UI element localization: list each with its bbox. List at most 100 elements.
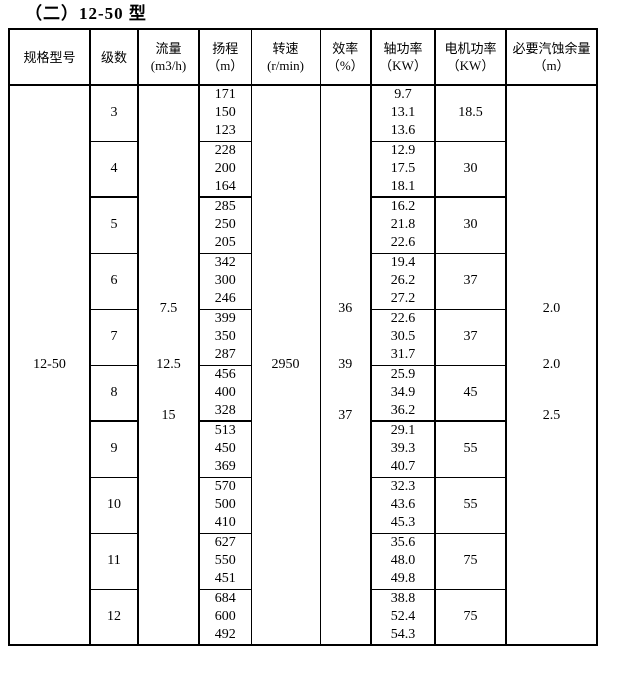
- npsh-value-stack: 2.0 2.0 2.5: [507, 86, 596, 644]
- page-title: （二）12-50 型: [25, 4, 147, 23]
- shaft-power-value: 9.7: [394, 87, 412, 103]
- shaft-power-value: 12.9: [390, 142, 416, 158]
- shaft-power-cell: 12.9 17.5 18.1: [370, 140, 436, 198]
- model-value: 12-50: [33, 357, 66, 372]
- shaft-power-value: 22.6: [390, 311, 416, 326]
- motor-power-cell: 37: [434, 252, 507, 310]
- head-value: 228: [214, 142, 236, 158]
- table-row: 12 684 600 492 38.8 52.4 54.3 75: [9, 588, 597, 646]
- head-value: 171: [214, 87, 236, 103]
- head-cell: 513 450 369: [198, 420, 252, 478]
- col-header-label: 级数: [100, 49, 127, 65]
- npsh-cell: 2.0 2.0 2.5: [505, 84, 598, 646]
- col-header-shaft-power: 轴功率 （KW）: [370, 28, 436, 86]
- head-value: 570: [214, 479, 236, 494]
- head-cell: 684 600 492: [198, 588, 252, 646]
- head-value: 627: [214, 535, 236, 550]
- head-value: 350: [214, 329, 236, 344]
- shaft-power-value: 36.2: [390, 402, 416, 418]
- shaft-power-value: 19.4: [390, 255, 416, 270]
- head-value: 492: [214, 626, 236, 642]
- shaft-power-cell: 16.2 21.8 22.6: [370, 196, 436, 254]
- model-cell: 12-50: [8, 84, 91, 646]
- head-value: 287: [214, 347, 236, 362]
- stage-cell: 11: [89, 532, 139, 590]
- head-value: 550: [214, 553, 236, 568]
- shaft-power-value: 16.2: [390, 199, 416, 215]
- shaft-power-value: 29.1: [390, 423, 416, 439]
- head-cell: 171 150 123: [198, 84, 252, 142]
- col-header-motor-power: 电机功率 （KW）: [434, 28, 507, 86]
- stage-cell: 6: [89, 252, 139, 310]
- head-cell: 285 250 205: [198, 196, 252, 254]
- motor-power-cell: 18.5: [434, 84, 507, 142]
- head-cell: 570 500 410: [198, 476, 252, 534]
- table-row: 7 399 350 287 22.6 30.5 31.7 37: [9, 308, 597, 366]
- shaft-power-value: 13.6: [390, 123, 416, 139]
- motor-power-cell: 55: [434, 420, 507, 478]
- shaft-power-value: 27.2: [390, 291, 416, 306]
- col-header-speed: 转速 (r/min): [250, 28, 321, 86]
- head-value: 250: [214, 217, 236, 233]
- head-cell: 627 550 451: [198, 532, 252, 590]
- efficiency-cell: 36 39 37: [319, 84, 372, 646]
- shaft-power-value: 45.3: [390, 515, 416, 530]
- npsh-value: 2.0: [542, 357, 561, 372]
- npsh-value: 2.5: [542, 408, 561, 424]
- speed-value-stack: 2950: [252, 86, 319, 644]
- flow-value: 7.5: [159, 301, 178, 317]
- head-value: 450: [214, 441, 236, 457]
- head-value: 246: [214, 291, 236, 306]
- head-value: 400: [214, 384, 236, 400]
- efficiency-value-stack: 36 39 37: [321, 86, 370, 644]
- shaft-power-value: 48.0: [390, 553, 416, 568]
- table-row: 5 285 250 205 16.2 21.8 22.6 30: [9, 196, 597, 254]
- npsh-value: 2.0: [542, 301, 561, 317]
- speed-value: 2950: [271, 357, 300, 372]
- col-header-sub: (r/min): [267, 58, 304, 73]
- shaft-power-value: 40.7: [390, 459, 416, 475]
- head-value: 684: [214, 590, 236, 606]
- motor-power-cell: 30: [434, 196, 507, 254]
- flow-value-stack: 7.5 12.5 15: [139, 86, 198, 644]
- table-body: 12-50 3 7.5 12.5 15 171 150 123 2950 36 39 37 9.7 13.…: [8, 84, 598, 646]
- col-header-model: 规格型号: [8, 28, 91, 86]
- shaft-power-value: 18.1: [390, 178, 416, 194]
- col-header-sub: （m）: [533, 58, 570, 73]
- shaft-power-value: 34.9: [390, 384, 416, 400]
- shaft-power-value: 21.8: [390, 217, 416, 233]
- head-value: 123: [214, 123, 236, 139]
- head-value: 399: [214, 311, 236, 326]
- shaft-power-value: 54.3: [390, 626, 416, 642]
- motor-power-cell: 55: [434, 476, 507, 534]
- header-row: 规格型号 级数 流量 (m3/h) 扬程 （m） 转速 (r/min) 效率 （: [8, 28, 598, 86]
- shaft-power-value: 26.2: [390, 273, 416, 288]
- head-value: 456: [214, 366, 236, 382]
- col-header-sub: （m）: [207, 58, 244, 73]
- table-row: 8 456 400 328 25.9 34.9 36.2 45: [9, 364, 597, 422]
- shaft-power-cell: 9.7 13.1 13.6: [370, 84, 436, 142]
- model-value-stack: 12-50: [10, 86, 89, 644]
- shaft-power-cell: 38.8 52.4 54.3: [370, 588, 436, 646]
- shaft-power-value: 17.5: [390, 160, 416, 176]
- stage-cell: 10: [89, 476, 139, 534]
- head-value: 150: [214, 105, 236, 121]
- shaft-power-cell: 29.1 39.3 40.7: [370, 420, 436, 478]
- col-header-head: 扬程 （m）: [198, 28, 252, 86]
- shaft-power-value: 31.7: [390, 347, 416, 362]
- shaft-power-value: 39.3: [390, 441, 416, 457]
- table-row: 10 570 500 410 32.3 43.6 45.3 55: [9, 476, 597, 534]
- shaft-power-value: 22.6: [390, 235, 416, 251]
- shaft-power-value: 49.8: [390, 571, 416, 586]
- col-header-label: 电机功率: [444, 41, 497, 56]
- head-value: 164: [214, 178, 236, 194]
- head-value: 410: [214, 515, 236, 530]
- head-value: 328: [214, 402, 236, 418]
- shaft-power-cell: 32.3 43.6 45.3: [370, 476, 436, 534]
- head-value: 451: [214, 571, 236, 586]
- shaft-power-value: 30.5: [390, 329, 416, 344]
- stage-cell: 5: [89, 196, 139, 254]
- col-header-label: 转速: [272, 41, 299, 56]
- col-header-sub: (m3/h): [150, 58, 187, 73]
- shaft-power-value: 43.6: [390, 497, 416, 512]
